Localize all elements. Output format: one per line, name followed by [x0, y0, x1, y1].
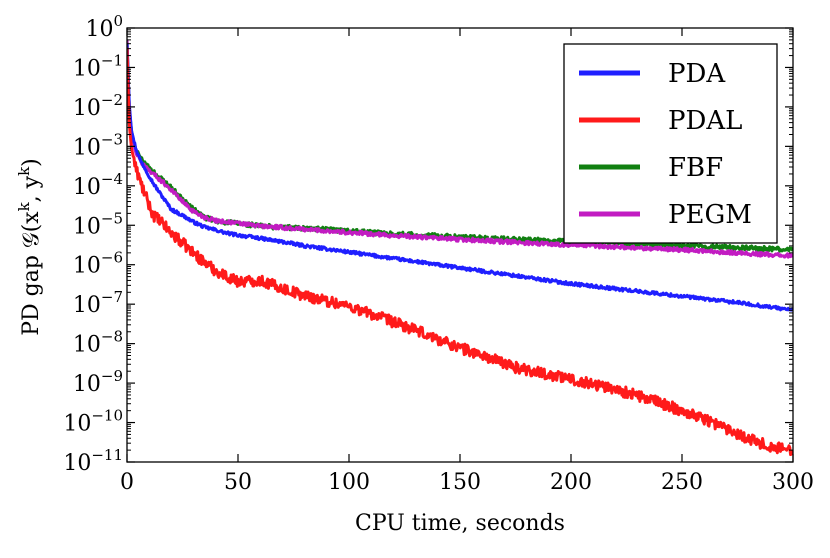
series-line-fbf [127, 39, 793, 253]
labels-layer: 0 50 100 150 200 250 30010010−110−210−310−410−… [63, 12, 814, 495]
y-tick-exponent: −2 [101, 91, 123, 109]
x-axis-label: CPU time, seconds [355, 511, 565, 536]
y-tick-label: 10−6 [73, 249, 123, 279]
y-tick-base: 10 [63, 412, 91, 437]
y-tick-base: 10 [73, 135, 101, 160]
y-tick-exponent: −10 [91, 407, 123, 425]
y-tick-base: 10 [73, 214, 101, 239]
y-tick-base: 10 [73, 56, 101, 81]
y-tick-exponent: 0 [113, 12, 123, 30]
y-tick-base: 10 [73, 333, 101, 358]
series-line-pdal [127, 47, 793, 457]
legend-entries: PDA PDAL FBF PEGM [579, 59, 752, 230]
y-axis-label-sup-1: k [15, 201, 33, 211]
legend-label-fbf: FBF [668, 153, 723, 183]
series-line-pegm [127, 39, 793, 259]
y-tick-label: 10−4 [73, 170, 123, 200]
y-tick-label: 10−8 [73, 328, 123, 358]
y-tick-base: 10 [73, 175, 101, 200]
x-tick-label: 0 [120, 470, 134, 495]
y-tick-label: 10−11 [63, 446, 123, 476]
x-tick-label: 200 [550, 470, 592, 495]
y-tick-label: 10−3 [73, 130, 123, 160]
x-tick-label: 250 [661, 470, 703, 495]
series-layer [127, 39, 793, 457]
y-tick-exponent: −8 [101, 328, 123, 346]
y-axis-label-main: PD gap 𝒢(x [19, 211, 44, 336]
y-tick-exponent: −6 [101, 249, 123, 267]
y-tick-label: 100 [85, 12, 123, 42]
y-tick-label: 10−5 [73, 209, 123, 239]
y-tick-base: 10 [73, 254, 101, 279]
y-axis-label-sup-2: k [15, 166, 33, 176]
legend-label-pdal: PDAL [668, 106, 742, 136]
legend-label-pda: PDA [668, 59, 726, 89]
legend: PDA PDAL FBF PEGM [563, 43, 778, 244]
x-tick-label: 100 [328, 470, 370, 495]
y-tick-exponent: −5 [101, 209, 123, 227]
series-line-pda [127, 43, 793, 312]
y-tick-exponent: −3 [101, 130, 123, 148]
y-tick-exponent: −11 [91, 446, 123, 464]
y-tick-base: 10 [73, 372, 101, 397]
y-tick-exponent: −7 [101, 288, 123, 306]
y-tick-label: 10−10 [63, 407, 123, 437]
ticks-layer [126, 27, 794, 463]
y-tick-base: 10 [85, 17, 113, 42]
x-tick-label: 50 [224, 470, 252, 495]
x-tick-label: 150 [439, 470, 481, 495]
y-tick-base: 10 [73, 96, 101, 121]
y-tick-base: 10 [63, 451, 91, 476]
y-tick-label: 10−7 [73, 288, 123, 318]
y-axis-label-mid: , y [19, 175, 44, 202]
y-tick-label: 10−2 [73, 91, 123, 121]
y-tick-base: 10 [73, 293, 101, 318]
y-tick-exponent: −4 [101, 170, 123, 188]
y-tick-exponent: −1 [101, 51, 123, 69]
y-tick-label: 10−9 [73, 367, 123, 397]
y-tick-label: 10−1 [73, 51, 123, 81]
y-tick-exponent: −9 [101, 367, 123, 385]
x-tick-label: 300 [772, 470, 814, 495]
legend-label-pegm: PEGM [668, 200, 752, 230]
legend-box [563, 43, 778, 244]
y-axis-label: PD gap 𝒢(xk, yk) [15, 158, 44, 336]
y-axis-label-end: ) [19, 158, 44, 167]
